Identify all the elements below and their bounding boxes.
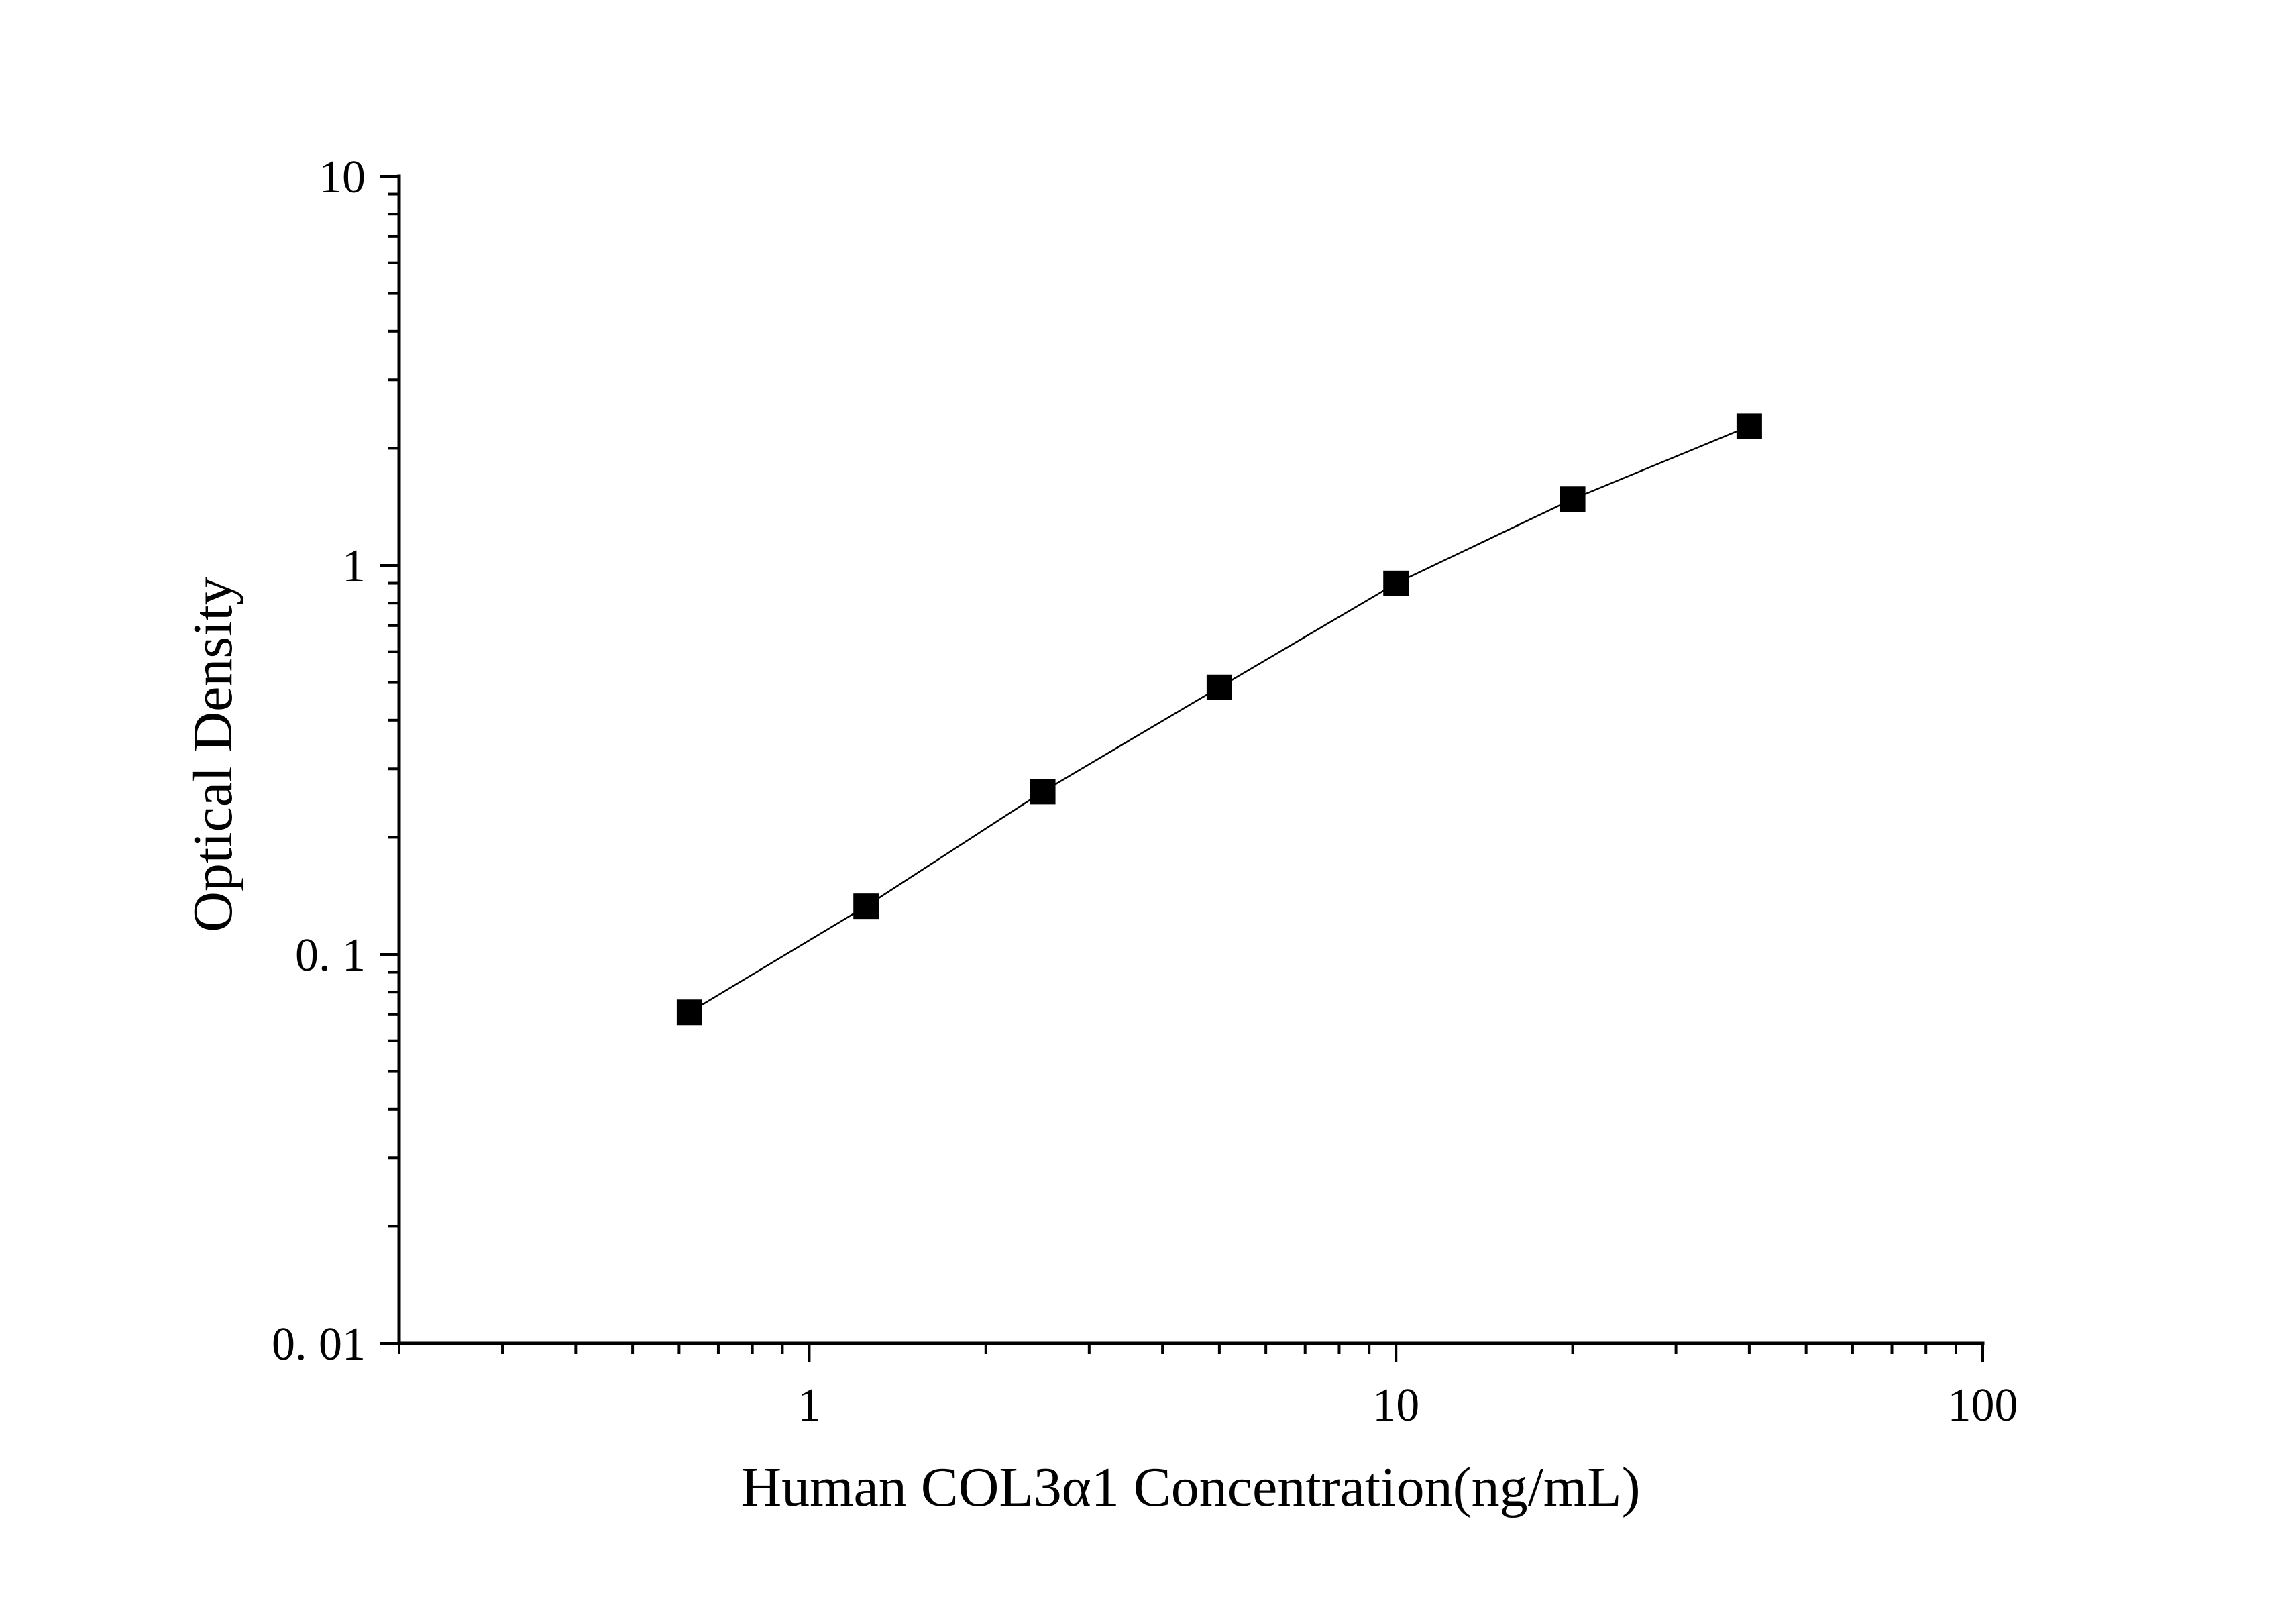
data-point-marker: [1030, 779, 1056, 805]
x-tick-label: 100: [1948, 1380, 2018, 1431]
x-axis-title: Human COL3α1 Concentration(ng/mL): [741, 1456, 1640, 1518]
data-point-marker: [1383, 570, 1409, 596]
series-line: [689, 425, 1750, 1013]
data-point-marker: [1206, 674, 1232, 700]
y-tick-label: 0. 1: [295, 930, 366, 981]
data-point-marker: [1736, 413, 1762, 439]
tick-labels: 1 10 100 0. 01 0. 1 1 10: [272, 152, 2018, 1431]
data-series: [676, 413, 1762, 1026]
data-point-marker: [853, 893, 879, 920]
axes: [397, 174, 1985, 1345]
tick-marks: [380, 175, 1984, 1362]
y-axis-title: Optical Density: [182, 577, 244, 932]
y-tick-label: 0. 01: [272, 1319, 366, 1370]
data-point-marker: [676, 999, 702, 1026]
y-tick-label: 10: [319, 152, 366, 203]
data-point-marker: [1560, 486, 1586, 512]
y-tick-label: 1: [342, 541, 366, 592]
x-tick-label: 1: [798, 1380, 821, 1431]
x-tick-label: 10: [1372, 1380, 1419, 1431]
